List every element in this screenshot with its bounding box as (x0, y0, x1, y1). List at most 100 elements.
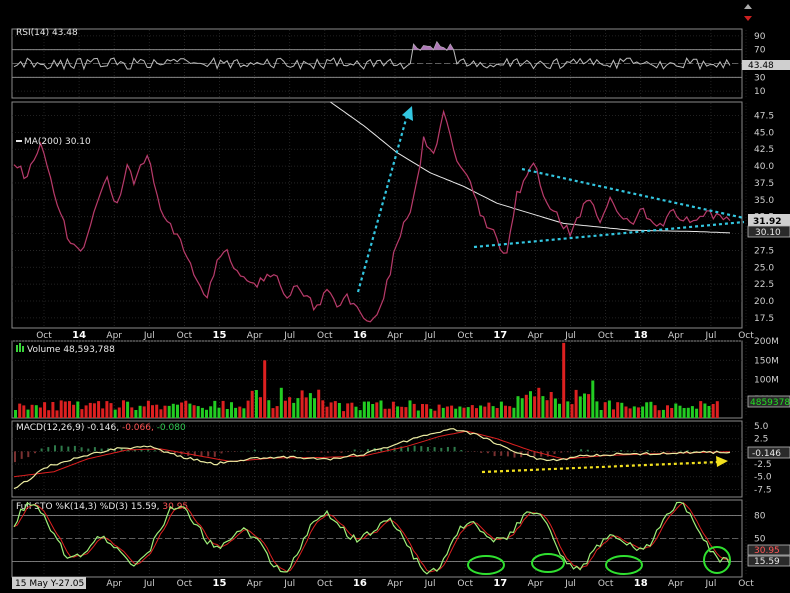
x-label-bottom: Oct (177, 579, 193, 589)
y-tick-label: 70 (754, 46, 766, 56)
volume-bar (321, 400, 325, 418)
volume-bar (612, 409, 615, 418)
scroll-up-icon[interactable] (744, 4, 752, 9)
volume-bar (379, 400, 383, 418)
macd-hist-bar (367, 449, 369, 452)
sto-k-line (13, 501, 731, 575)
volume-bar (686, 407, 690, 418)
date-tag: 15 May Y-27.05 (12, 577, 86, 589)
volume-bar (317, 389, 321, 418)
volume-bar (26, 409, 30, 418)
macd-hist-bar (693, 451, 696, 452)
volume-bar (47, 410, 51, 418)
volume-bar (283, 400, 287, 418)
macd-hist-bar (34, 451, 36, 454)
macd-hist-bar (466, 451, 469, 452)
x-label: Oct (738, 331, 754, 341)
macd-hist-bar (220, 451, 223, 454)
macd-hist-bar (586, 449, 589, 452)
y-tick-label: 50 (754, 535, 766, 545)
uptrend-arrow-line (356, 111, 410, 293)
volume-bar (296, 398, 300, 418)
x-label-bottom: Jul (283, 579, 295, 589)
y-tick-label: 150M (754, 356, 779, 366)
volume-bar (711, 404, 715, 418)
volume-bar (238, 406, 242, 418)
macd-hist-bar (153, 450, 156, 452)
volume-bar (271, 408, 275, 418)
volume-bar (362, 401, 366, 418)
macd-hist-bar (606, 451, 609, 452)
macd-hist-bar (646, 450, 649, 452)
volume-bar (537, 387, 541, 418)
macd-yellow-arrow (481, 456, 728, 474)
macd-hist-bar (407, 447, 409, 452)
volume-bar (450, 405, 454, 418)
volume-legend: Volume 48,593,788 (16, 343, 115, 355)
y-tick-label: 20.0 (754, 297, 774, 307)
volume-bar (217, 407, 221, 418)
volume-bar (553, 398, 557, 418)
volume-bar (117, 407, 121, 418)
x-label: Jul (704, 331, 716, 341)
ma-last-tag: 30.10 (747, 225, 790, 238)
scroll-arrows[interactable] (744, 4, 752, 21)
volume-panel: Volume 48,593,788 200M150M100M50M 485937… (14, 337, 790, 419)
volume-bar (134, 410, 138, 418)
macd-hist-bar (660, 451, 663, 452)
ma-legend-label: MA(200) 30.10 (24, 137, 91, 147)
macd-hist-bar (47, 447, 50, 452)
volume-bar (624, 406, 628, 418)
volume-bar (180, 402, 184, 418)
x-label-bottom: 17 (493, 578, 507, 589)
volume-bar (329, 402, 333, 418)
rsi-line (13, 40, 731, 71)
x-label-bottom: Jul (424, 579, 436, 589)
volume-bar (288, 397, 292, 418)
macd-hist-bar (247, 450, 250, 452)
x-label: Oct (457, 331, 473, 341)
volume-bar (308, 393, 312, 418)
volume-bar (661, 409, 665, 418)
macd-last-value: -0.146 (752, 449, 781, 459)
macd-hist-bar (360, 450, 363, 452)
volume-bar (682, 408, 686, 418)
scroll-down-icon[interactable] (744, 16, 752, 21)
price-last-tag: 31.92 (748, 214, 790, 227)
x-label-bottom: Apr (668, 579, 684, 589)
macd-hist-bar (60, 445, 63, 452)
macd-hist-bar (560, 451, 563, 453)
volume-bar (562, 342, 566, 418)
volume-bar (715, 401, 719, 418)
volume-bar (358, 410, 362, 418)
volume-bar (703, 403, 707, 418)
x-label-bottom: Oct (317, 579, 333, 589)
volume-bar (458, 406, 462, 418)
macd-panel: MACD(12,26,9) -0.146, -0.066, -0.080 5.0… (13, 422, 790, 495)
macd-hist-bar (540, 451, 543, 457)
volume-bar (259, 397, 262, 418)
macd-hist-bar (520, 451, 523, 458)
volume-bar (441, 407, 445, 418)
macd-hist-bar (307, 451, 310, 453)
volume-bar (587, 394, 591, 418)
volume-bar (690, 406, 694, 418)
volume-bar (337, 403, 341, 418)
macd-hist-bar (480, 451, 483, 453)
rsi-title: RSI(14) 43.48 (16, 28, 78, 38)
macd-hist-bar (613, 451, 616, 452)
macd-hist-bar (640, 451, 643, 452)
volume-bar (475, 408, 478, 418)
y-tick-label: 45.0 (754, 128, 774, 138)
volume-bar (151, 405, 154, 418)
volume-bar (122, 400, 125, 418)
y-tick-label: 25.0 (754, 263, 774, 273)
x-label-bottom: Jul (143, 579, 155, 589)
price-line-highlight (13, 110, 731, 323)
volume-bar (146, 400, 150, 418)
macd-hist-bar (593, 450, 596, 452)
macd-hist-bar (273, 451, 276, 452)
macd-hist-bar (327, 451, 329, 453)
oversold-circle (467, 555, 505, 575)
volume-bar (279, 387, 283, 418)
